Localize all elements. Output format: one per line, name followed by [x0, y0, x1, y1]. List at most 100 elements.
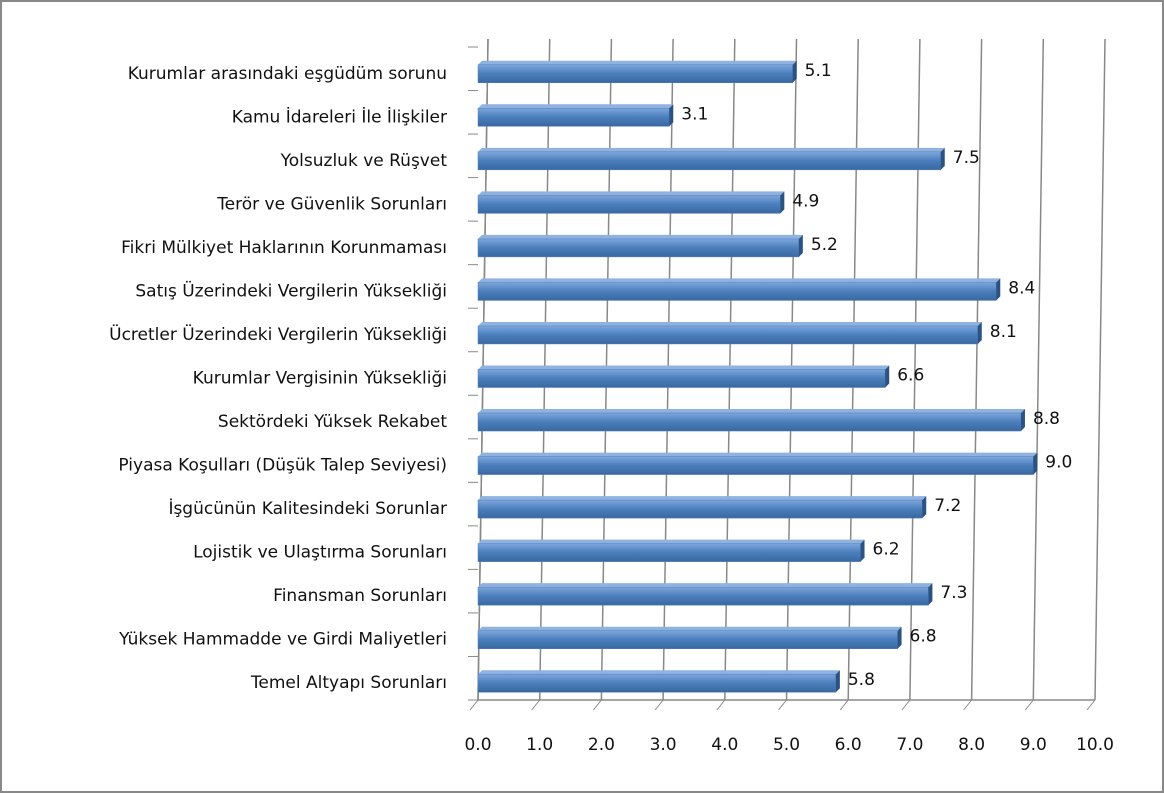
category-label: Kurumlar Vergisinin Yüksekliği	[193, 369, 447, 389]
bar-top	[478, 409, 1025, 414]
value-label: 7.5	[953, 148, 980, 168]
bar-side	[1020, 409, 1025, 432]
bar	[477, 64, 793, 84]
bar	[477, 369, 886, 388]
bar-top	[478, 539, 865, 544]
bar-side	[1033, 452, 1038, 475]
value-label: 6.6	[897, 366, 924, 386]
category-label: Ücretler Üzerindeki Vergilerin Yüksekliğ…	[109, 323, 447, 345]
bar-top	[478, 147, 945, 152]
category-label: Satış Üzerindeki Vergilerin Yüksekliği	[135, 279, 447, 301]
bar	[477, 630, 898, 649]
bar-side	[977, 321, 982, 344]
bar-side	[940, 147, 945, 170]
category-label: İşgücünün Kalitesindeki Sorunlar	[168, 498, 447, 519]
value-label: 7.3	[940, 583, 967, 603]
bar-top	[478, 278, 1001, 283]
bar-side	[928, 583, 933, 606]
x-tick-label: 8.0	[958, 735, 985, 755]
category-label: Kurumlar arasındaki eşgüdüm sorunu	[128, 64, 447, 84]
x-tick-label: 1.0	[526, 735, 553, 755]
bar-side	[860, 539, 865, 562]
value-label: 5.8	[848, 670, 875, 690]
x-tick	[593, 699, 602, 711]
value-label: 5.2	[811, 235, 838, 255]
bar	[477, 325, 979, 345]
category-label: Piyasa Koşulları (Düşük Talep Seviyesi)	[118, 456, 447, 476]
bar-side	[885, 365, 890, 388]
x-tick	[654, 699, 664, 711]
bar	[477, 456, 1034, 475]
bar-top	[478, 234, 803, 239]
x-tick	[901, 699, 911, 711]
x-tick-label: 9.0	[1020, 735, 1047, 755]
value-label: 3.1	[681, 104, 708, 124]
grid-line	[970, 38, 983, 701]
category-label: Yüksek Hammadde ve Girdi Maliyetleri	[118, 630, 447, 650]
bar-side	[922, 496, 927, 519]
bar-side	[798, 234, 803, 257]
x-tick-label: 10.0	[1076, 735, 1114, 755]
value-label: 4.9	[792, 191, 819, 211]
x-tick-label: 6.0	[835, 735, 862, 755]
bar-top	[478, 365, 890, 370]
grid-line	[1094, 38, 1106, 701]
bar-top	[478, 496, 927, 501]
bar-top	[478, 452, 1038, 457]
category-label: Sektördeki Yüksek Rekabet	[218, 412, 447, 432]
x-tick-label: 2.0	[588, 735, 615, 755]
value-label: 8.1	[990, 322, 1017, 342]
bar	[477, 673, 837, 693]
bar	[477, 282, 997, 301]
bar	[477, 151, 941, 171]
grid-line	[1032, 38, 1045, 701]
bar-top	[478, 670, 840, 675]
x-tick	[1024, 699, 1034, 711]
bar	[477, 543, 861, 562]
bar	[477, 412, 1022, 432]
x-tick-label: 7.0	[896, 735, 923, 755]
x-tick-label: 0.0	[464, 735, 491, 755]
bar-side	[835, 670, 840, 693]
bar-side	[792, 60, 797, 83]
value-label: 8.4	[1008, 278, 1035, 298]
category-label: Kamu İdareleri İle İlişkiler	[232, 106, 447, 127]
x-tick-label: 4.0	[711, 735, 738, 755]
value-label: 8.8	[1033, 409, 1060, 429]
category-label: Temel Altyapı Sorunları	[250, 673, 447, 693]
x-tick-label: 5.0	[773, 735, 800, 755]
value-label: 5.1	[805, 61, 832, 81]
x-tick	[778, 699, 787, 711]
bar-side	[780, 191, 785, 214]
bar	[477, 238, 800, 258]
bar	[477, 499, 923, 519]
category-label: Lojistik ve Ulaştırma Sorunları	[193, 543, 447, 563]
bar	[477, 586, 929, 606]
bar-top	[478, 191, 785, 196]
bar-top	[478, 60, 797, 65]
category-label: Yolsuzluk ve Rüşvet	[280, 151, 448, 171]
x-tick	[716, 699, 726, 711]
category-label: Finansman Sorunları	[273, 586, 447, 606]
bar-side	[669, 104, 674, 127]
bar-top	[478, 104, 674, 109]
value-label: 9.0	[1045, 453, 1072, 473]
value-label: 6.8	[910, 627, 937, 647]
x-tick	[469, 699, 479, 711]
bar	[477, 195, 781, 214]
bar-top	[478, 321, 982, 326]
value-label: 7.2	[934, 496, 961, 516]
bar-side	[996, 278, 1001, 301]
x-tick	[839, 699, 849, 711]
bar	[477, 108, 670, 127]
x-tick	[963, 699, 972, 711]
bar-side	[897, 626, 902, 649]
bar-top	[478, 583, 933, 588]
x-tick	[531, 699, 541, 711]
x-tick-label: 3.0	[650, 735, 677, 755]
value-label: 6.2	[873, 540, 900, 560]
bar-top	[478, 626, 902, 631]
x-tick	[1086, 699, 1096, 711]
